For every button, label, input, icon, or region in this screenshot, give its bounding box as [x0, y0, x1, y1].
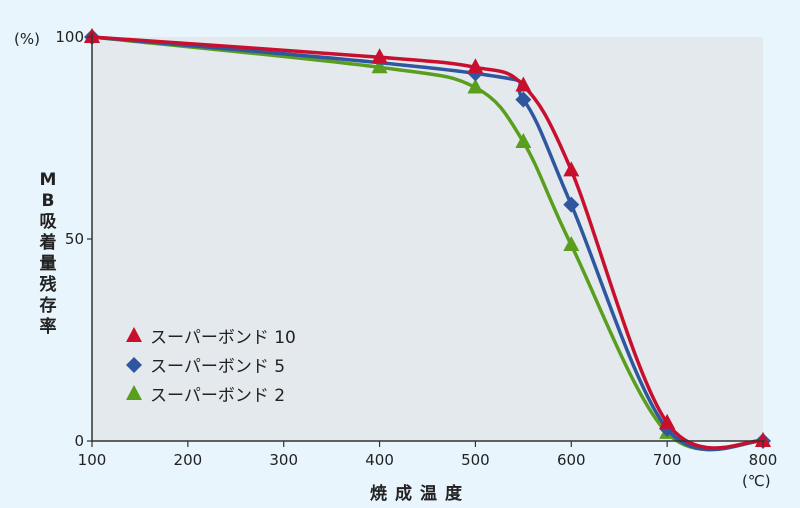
- data-point: [659, 413, 676, 429]
- legend-marker: [126, 385, 142, 400]
- x-tick-label: 400: [365, 451, 394, 469]
- data-point: [563, 236, 580, 252]
- x-tick-label: 600: [557, 451, 586, 469]
- y-axis-label: M B 吸着量残存率: [39, 170, 58, 337]
- data-point: [467, 78, 484, 94]
- y-tick-label: 50: [65, 230, 84, 248]
- x-tick-label: 200: [174, 451, 203, 469]
- x-tick-label: 500: [461, 451, 490, 469]
- legend-label: スーパーボンド 5: [150, 357, 285, 377]
- legend-marker: [126, 327, 142, 342]
- x-axis-label: 焼成温度: [370, 483, 470, 504]
- x-tick-label: 700: [653, 451, 682, 469]
- data-point: [563, 161, 580, 177]
- legend-label: スーパーボンド 10: [150, 328, 296, 348]
- data-point: [515, 76, 532, 92]
- data-point: [467, 58, 484, 74]
- y-unit-label: (%): [14, 30, 40, 48]
- data-point: [755, 432, 771, 447]
- x-tick-label: 100: [78, 451, 107, 469]
- legend: スーパーボンド 10 スーパーボンド 5 スーパーボンド 2: [126, 327, 296, 406]
- x-tick-label: 800: [749, 451, 778, 469]
- x-tick-label: 300: [269, 451, 298, 469]
- x-unit-label: (℃): [742, 472, 771, 490]
- legend-label: スーパーボンド 2: [150, 386, 285, 406]
- data-point: [563, 196, 580, 213]
- data-point: [371, 48, 388, 64]
- data-point: [515, 91, 532, 108]
- data-point: [371, 58, 388, 74]
- y-tick-label: 0: [74, 432, 84, 450]
- y-tick-label: 100: [55, 28, 84, 46]
- plot-area: [92, 37, 763, 441]
- data-point: [515, 133, 532, 149]
- legend-marker: [126, 357, 142, 373]
